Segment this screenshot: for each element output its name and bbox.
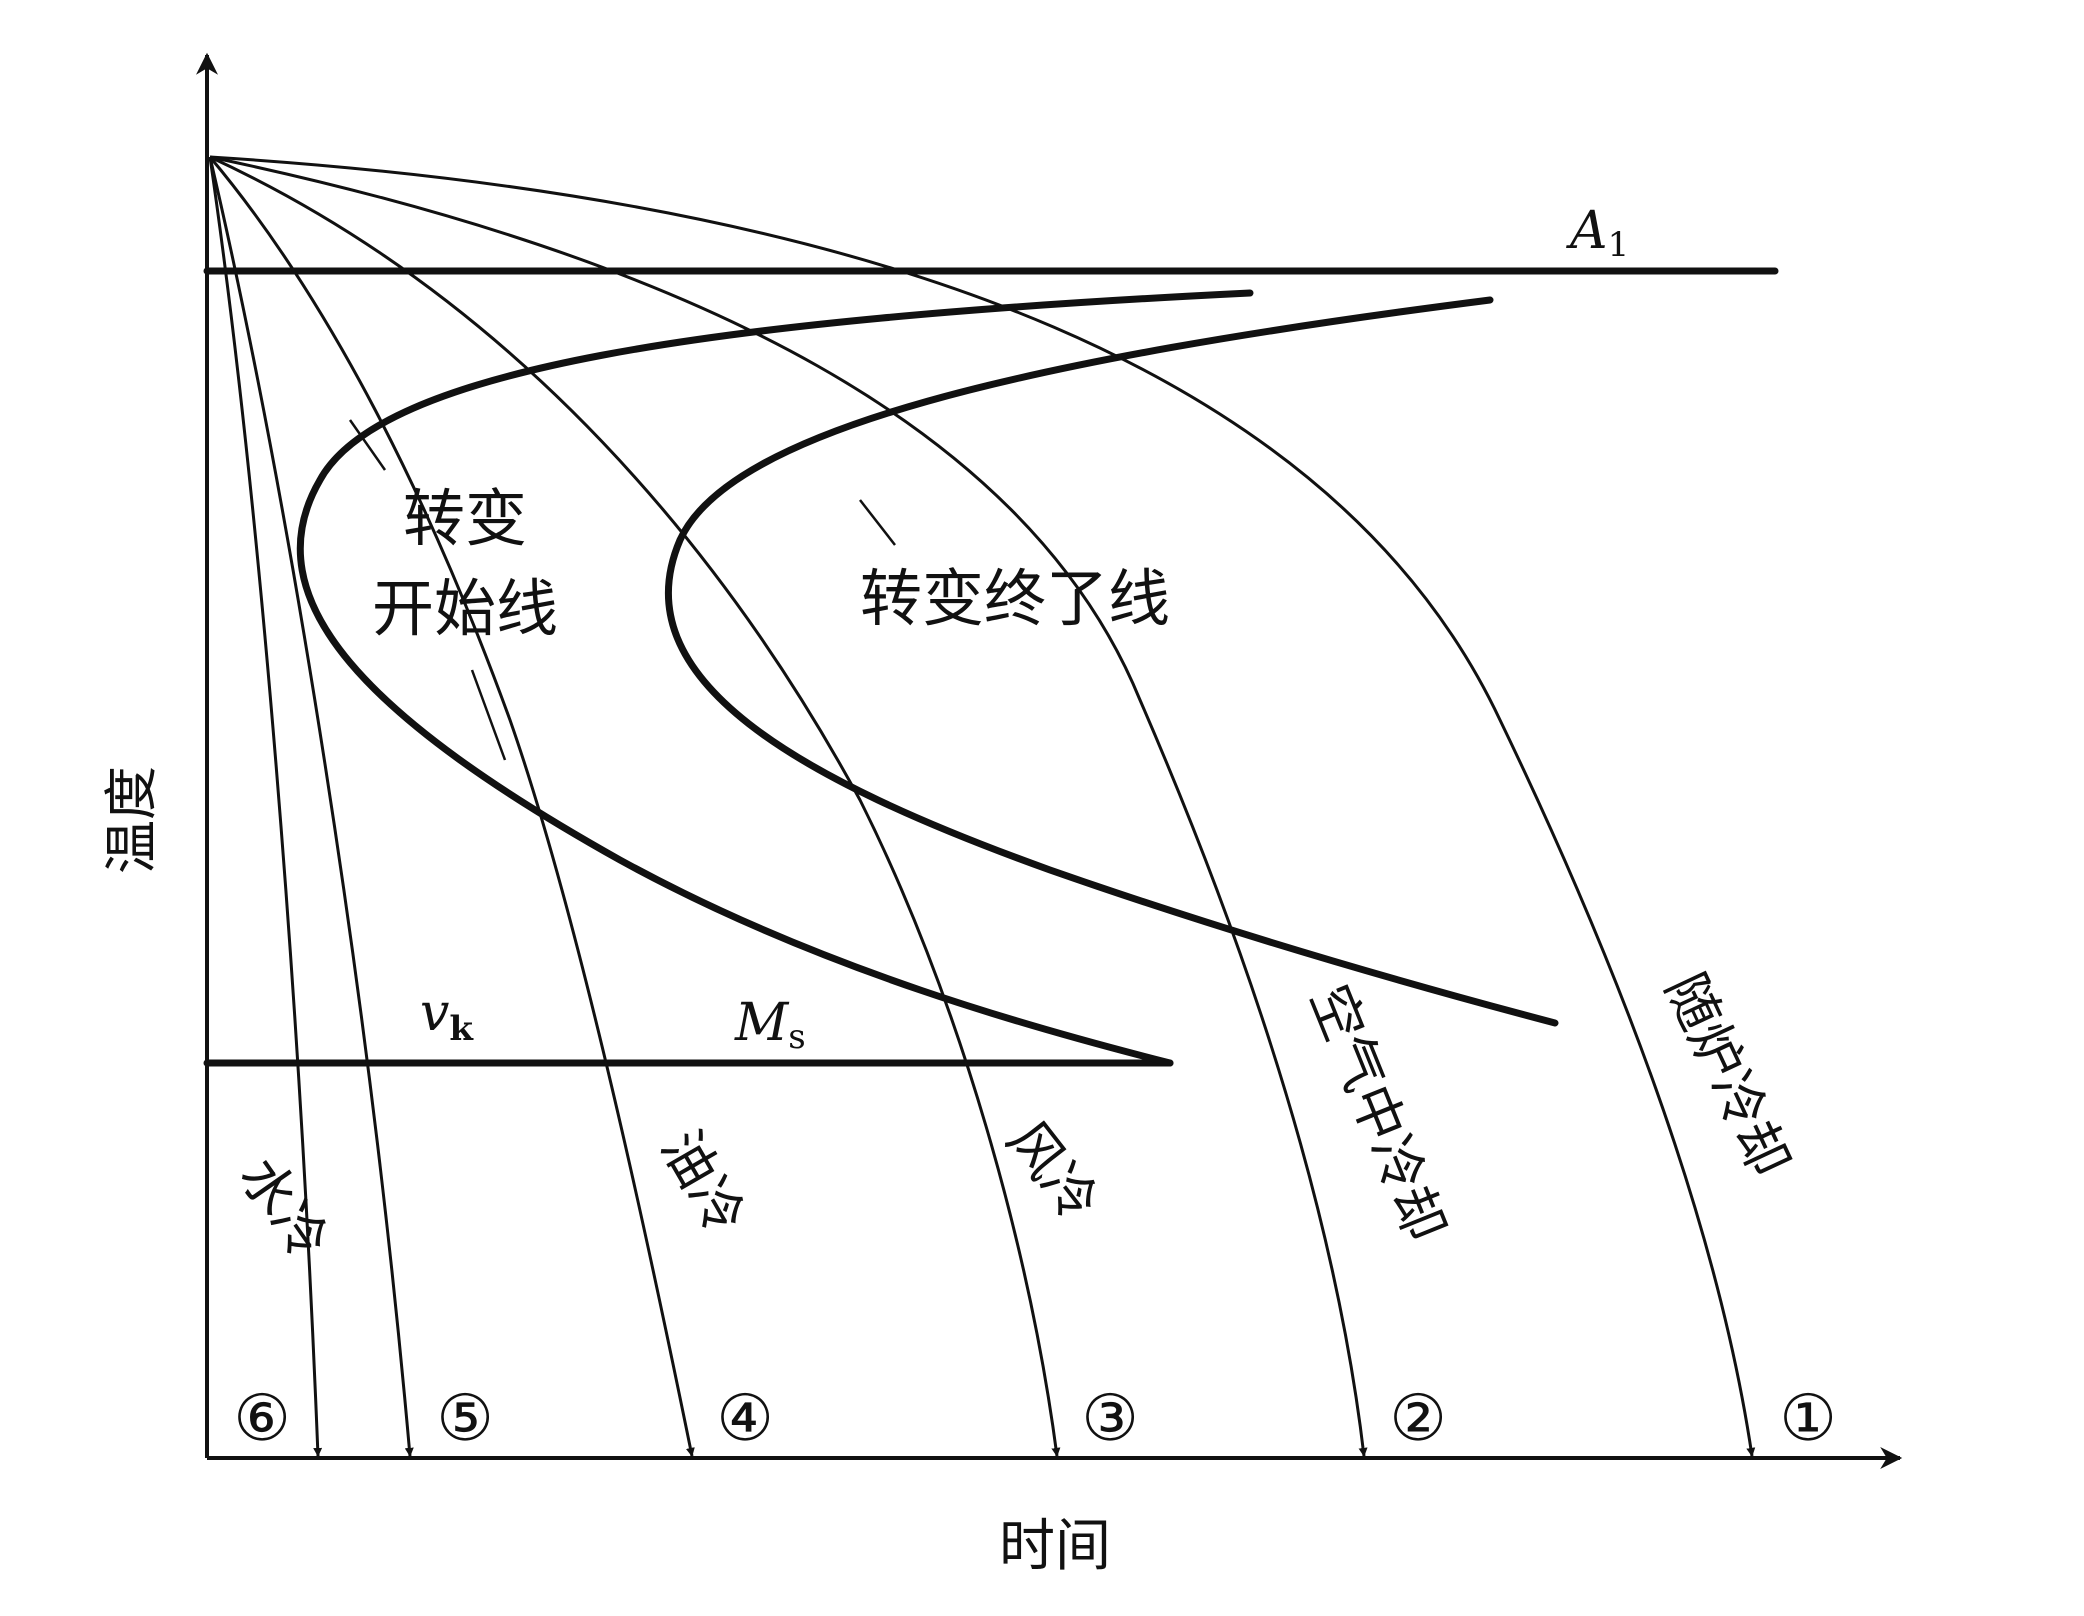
transformation-start-curve — [296, 289, 1254, 1067]
x-axis-label: 时间 — [999, 1514, 1111, 1579]
end-label-leader — [859, 499, 896, 546]
cooling-curve-2 — [209, 155, 1368, 1457]
start-line-label-2: 开始线 — [372, 572, 558, 645]
cooling-curve-3 — [209, 155, 1061, 1457]
cooling-label-2: 空气中冷却 — [1298, 976, 1458, 1250]
y-axis-label: 温度 — [100, 766, 163, 874]
cooling-label-4: 油冷 — [649, 1120, 758, 1245]
marker-5: ⑤ — [436, 1382, 493, 1456]
cooling-label-6: 水冷 — [227, 1146, 341, 1271]
cooling-label-1: 随炉冷却 — [1653, 964, 1801, 1186]
marker-4: ④ — [716, 1382, 773, 1456]
ms-label: Ms — [734, 993, 806, 1057]
cooling-curve-6 — [208, 156, 323, 1457]
marker-2: ② — [1389, 1382, 1446, 1456]
start-line-label-1: 转变 — [403, 482, 527, 555]
end-line-label: 转变终了线 — [860, 562, 1170, 635]
marker-1: ① — [1779, 1382, 1836, 1456]
cooling-curve-4 — [208, 156, 695, 1457]
cooling-label-3: 风冷 — [995, 1109, 1111, 1233]
marker-6: ⑥ — [233, 1382, 290, 1456]
start-label-leader — [348, 419, 387, 471]
vk-label: vk — [420, 983, 474, 1049]
transformation-end-curve — [664, 296, 1559, 1027]
cooling-curve-1 — [209, 155, 1756, 1457]
cooling-curve-5 — [208, 156, 414, 1457]
marker-3: ③ — [1081, 1382, 1138, 1456]
a1-label: A1 — [1566, 201, 1629, 265]
vk-leader — [470, 669, 507, 761]
